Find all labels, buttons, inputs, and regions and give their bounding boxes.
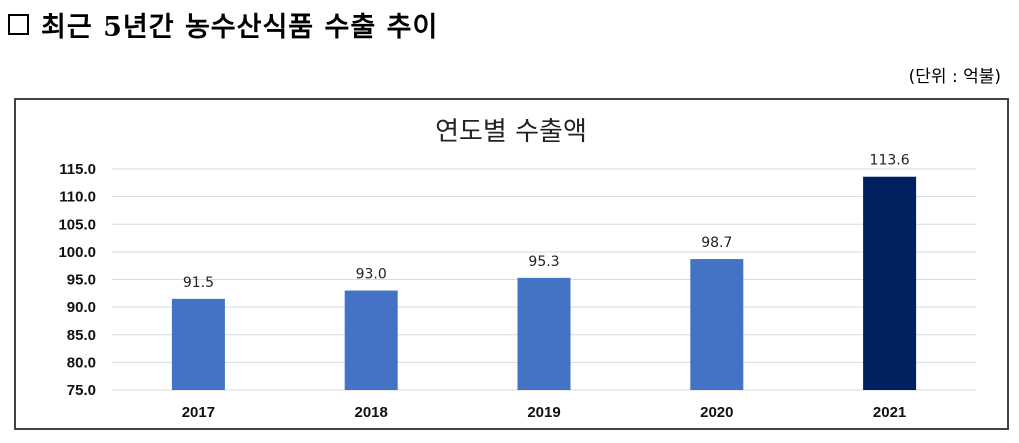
y-tick-label: 85.0 xyxy=(67,327,96,344)
x-tick-label-2021: 2021 xyxy=(873,404,906,421)
chart-title: 연도별 수출액 xyxy=(435,117,587,147)
x-tick-label-2017: 2017 xyxy=(182,404,215,421)
y-tick-label: 105.0 xyxy=(58,216,96,233)
data-label-2018: 93.0 xyxy=(356,267,387,283)
chart-frame: 연도별 수출액 75.0 80.0 85.0 90.0 95.0 100.0 105.0 11… xyxy=(14,98,1009,430)
bar-2021 xyxy=(863,176,917,390)
bar-2019 xyxy=(517,277,571,390)
checkbox-square-icon xyxy=(8,13,29,35)
data-labels: 91.5 93.0 95.3 98.7 113.6 xyxy=(183,153,910,291)
bar-chart: 연도별 수출액 75.0 80.0 85.0 90.0 95.0 100.0 105.0 11… xyxy=(58,117,976,421)
bar-2017 xyxy=(171,298,225,390)
y-tick-label: 110.0 xyxy=(59,189,96,206)
y-tick-label: 100.0 xyxy=(58,244,96,261)
data-label-2017: 91.5 xyxy=(183,275,214,291)
bar-2020 xyxy=(690,259,744,390)
y-tick-label: 90.0 xyxy=(67,299,96,316)
bars xyxy=(171,176,917,390)
data-label-2021: 113.6 xyxy=(870,153,910,169)
y-axis-ticks: 75.0 80.0 85.0 90.0 95.0 100.0 105.0 110.0 115.0 xyxy=(58,161,96,399)
x-tick-label-2020: 2020 xyxy=(700,404,733,421)
y-tick-label: 115.0 xyxy=(59,161,96,178)
y-tick-label: 95.0 xyxy=(67,272,96,289)
data-label-2019: 95.3 xyxy=(528,254,559,270)
x-tick-label-2019: 2019 xyxy=(527,404,560,421)
data-label-2020: 98.7 xyxy=(701,235,732,251)
bar-2018 xyxy=(344,290,398,390)
y-tick-label: 75.0 xyxy=(67,382,96,399)
y-tick-label: 80.0 xyxy=(67,354,96,371)
unit-note: (단위 : 억불) xyxy=(908,67,1001,87)
page-heading: 최근 5년간 농수산식품 수출 추이 xyxy=(8,4,438,44)
x-tick-label-2018: 2018 xyxy=(355,404,388,421)
page-title: 최근 5년간 농수산식품 수출 추이 xyxy=(41,11,439,43)
x-axis-ticks: 2017 2018 2019 2020 2021 xyxy=(182,404,907,421)
